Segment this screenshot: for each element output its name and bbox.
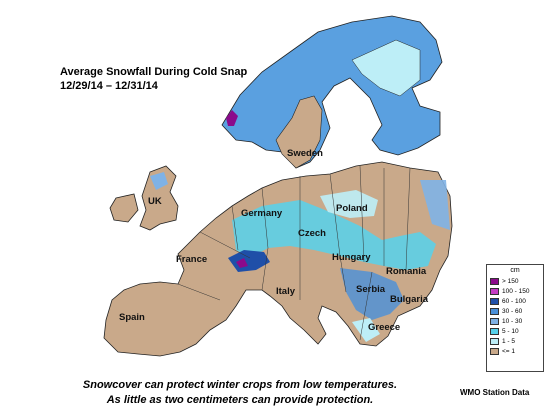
legend-swatch bbox=[490, 337, 499, 345]
russia-snow bbox=[420, 180, 450, 230]
uk-region bbox=[139, 165, 179, 231]
snowfall-legend: cm > 150 100 - 150 60 - 100 30 - 60 10 - 30 5… bbox=[486, 264, 544, 372]
country-label-hungary: Hungary bbox=[332, 252, 371, 263]
balkan-snow bbox=[340, 268, 404, 320]
legend-swatch bbox=[490, 287, 499, 295]
country-label-sweden: Sweden bbox=[287, 148, 323, 159]
map-title: Average Snowfall During Cold Snap bbox=[60, 66, 248, 78]
legend-swatch bbox=[490, 277, 499, 285]
legend-label: 10 - 30 bbox=[502, 317, 523, 325]
country-label-france: France bbox=[176, 254, 208, 265]
legend-item: <= 1 bbox=[490, 346, 540, 356]
scandinavia-region bbox=[221, 15, 443, 169]
legend-swatch bbox=[490, 307, 499, 315]
legend-label: > 150 bbox=[502, 277, 519, 285]
country-label-czech: Czech bbox=[298, 228, 326, 239]
alps-heavy-snow bbox=[228, 250, 270, 272]
legend-item: 10 - 30 bbox=[490, 316, 540, 326]
country-label-uk: UK bbox=[148, 196, 162, 207]
data-source-credit: WMO Station Data bbox=[460, 388, 530, 397]
ireland-region bbox=[109, 193, 139, 223]
legend-item: 100 - 150 bbox=[490, 286, 540, 296]
legend-swatch bbox=[490, 347, 499, 355]
legend-rows: > 150 100 - 150 60 - 100 30 - 60 10 - 30 5 - … bbox=[490, 276, 540, 356]
legend-label: 5 - 10 bbox=[502, 327, 519, 335]
norway-heavysnow bbox=[226, 110, 238, 126]
legend-item: 60 - 100 bbox=[490, 296, 540, 306]
country-label-serbia: Serbia bbox=[356, 284, 386, 295]
central-europe-snow bbox=[232, 200, 436, 270]
legend-item: > 150 bbox=[490, 276, 540, 286]
legend-item: 1 - 5 bbox=[490, 336, 540, 346]
uk-snow bbox=[150, 172, 168, 190]
legend-unit: cm bbox=[510, 267, 520, 274]
country-label-greece: Greece bbox=[368, 322, 401, 333]
legend-label: 30 - 60 bbox=[502, 307, 523, 315]
country-borders bbox=[177, 165, 411, 341]
finland-lightarea bbox=[351, 39, 421, 97]
caption-line-2: As little as two centimeters can provide… bbox=[106, 394, 374, 406]
alps-peak-snow bbox=[236, 258, 248, 268]
country-label-bulgaria: Bulgaria bbox=[390, 294, 429, 305]
country-label-spain: Spain bbox=[119, 312, 145, 323]
legend-label: <= 1 bbox=[502, 347, 516, 355]
country-label-germany: Germany bbox=[241, 208, 283, 219]
legend-label: 100 - 150 bbox=[502, 287, 530, 295]
country-label-italy: Italy bbox=[276, 286, 296, 297]
caption-line-1: Snowcover can protect winter crops from … bbox=[82, 379, 398, 391]
sweden-region bbox=[275, 95, 323, 169]
legend-label: 60 - 100 bbox=[502, 297, 526, 305]
legend-item: 5 - 10 bbox=[490, 326, 540, 336]
legend-swatch bbox=[490, 297, 499, 305]
legend-swatch bbox=[490, 317, 499, 325]
legend-label: 1 - 5 bbox=[502, 337, 516, 345]
country-label-poland: Poland bbox=[336, 203, 368, 214]
map-date-range: 12/29/14 – 12/31/14 bbox=[60, 80, 158, 92]
legend-swatch bbox=[490, 327, 499, 335]
country-label-romania: Romania bbox=[386, 266, 427, 277]
greece-snow bbox=[352, 318, 380, 342]
legend-item: 30 - 60 bbox=[490, 306, 540, 316]
